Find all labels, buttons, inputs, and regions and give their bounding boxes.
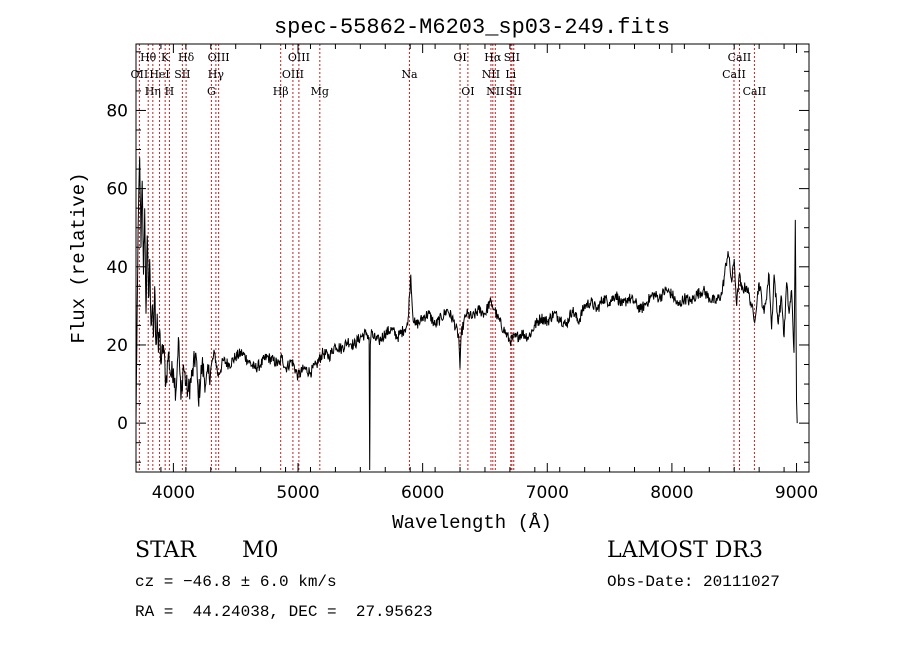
x-tick-label: 8000 [650, 483, 693, 503]
spectral-line-label: SII [174, 68, 190, 81]
spectral-line-label: NII [482, 68, 500, 81]
spectral-line-label: SII [506, 85, 522, 98]
y-tick-label: 60 [106, 180, 128, 200]
spectral-line-label: Mg [311, 85, 329, 98]
spectral-line-label: OIII [288, 51, 310, 64]
spectral-line-label: OII [131, 68, 149, 81]
x-tick-label: 7000 [526, 483, 569, 503]
spectral-line-label: CaII [728, 51, 752, 64]
x-tick-label: 9000 [775, 483, 818, 503]
plot-frame [135, 43, 810, 473]
flux-series-line [135, 157, 798, 471]
spectral-line-label: OIII [282, 68, 304, 81]
y-tick-label: 80 [106, 101, 128, 121]
spectral-line-label: CaII [743, 85, 767, 98]
y-tick-label: 0 [117, 414, 128, 434]
spectral-line-label: SII [504, 51, 520, 64]
object-subclass: M0 [242, 538, 279, 563]
velocity-readout: cz = −46.8 ± 6.0 km/s [135, 573, 337, 591]
x-tick-label: 6000 [401, 483, 444, 503]
spectral-line-label: Na [401, 68, 418, 81]
chart-title: spec-55862-M6203_sp03-249.fits [274, 15, 670, 40]
survey-name: LAMOST DR3 [607, 538, 763, 563]
y-tick-label: 40 [106, 258, 128, 278]
object-class: STAR [135, 538, 196, 563]
spectral-line-label: Hδ [178, 51, 195, 64]
spectral-line-label: OI [453, 51, 466, 64]
spectral-line-label: K [161, 51, 170, 64]
spectral-line-label: CaII [722, 68, 746, 81]
spectral-line-label: H [165, 85, 175, 98]
coordinates: RA = 44.24038, DEC = 27.95623 [135, 603, 433, 621]
obs-date: Obs-Date: 20111027 [607, 573, 780, 591]
spectral-line-label: Hη [145, 85, 161, 98]
x-axis-label: Wavelength (Å) [392, 512, 552, 534]
spectral-line-label: G [207, 85, 216, 98]
y-tick-label: 20 [106, 336, 128, 356]
spectral-line-label: Li [505, 68, 516, 81]
y-axis-label: Flux (relative) [68, 172, 90, 343]
spectral-line-label: NII [486, 85, 504, 98]
spectral-line-label: Hα [484, 51, 502, 64]
spectral-line-label: Hθ [140, 51, 157, 64]
spectral-line-label: HeI [149, 68, 169, 81]
spectral-line-label: OIII [208, 51, 230, 64]
x-tick-label: 4000 [152, 483, 195, 503]
spectral-line-label: OI [461, 85, 474, 98]
spectral-line-label: Hγ [208, 68, 225, 81]
x-tick-label: 5000 [276, 483, 319, 503]
spectral-line-label: Hβ [273, 85, 289, 98]
